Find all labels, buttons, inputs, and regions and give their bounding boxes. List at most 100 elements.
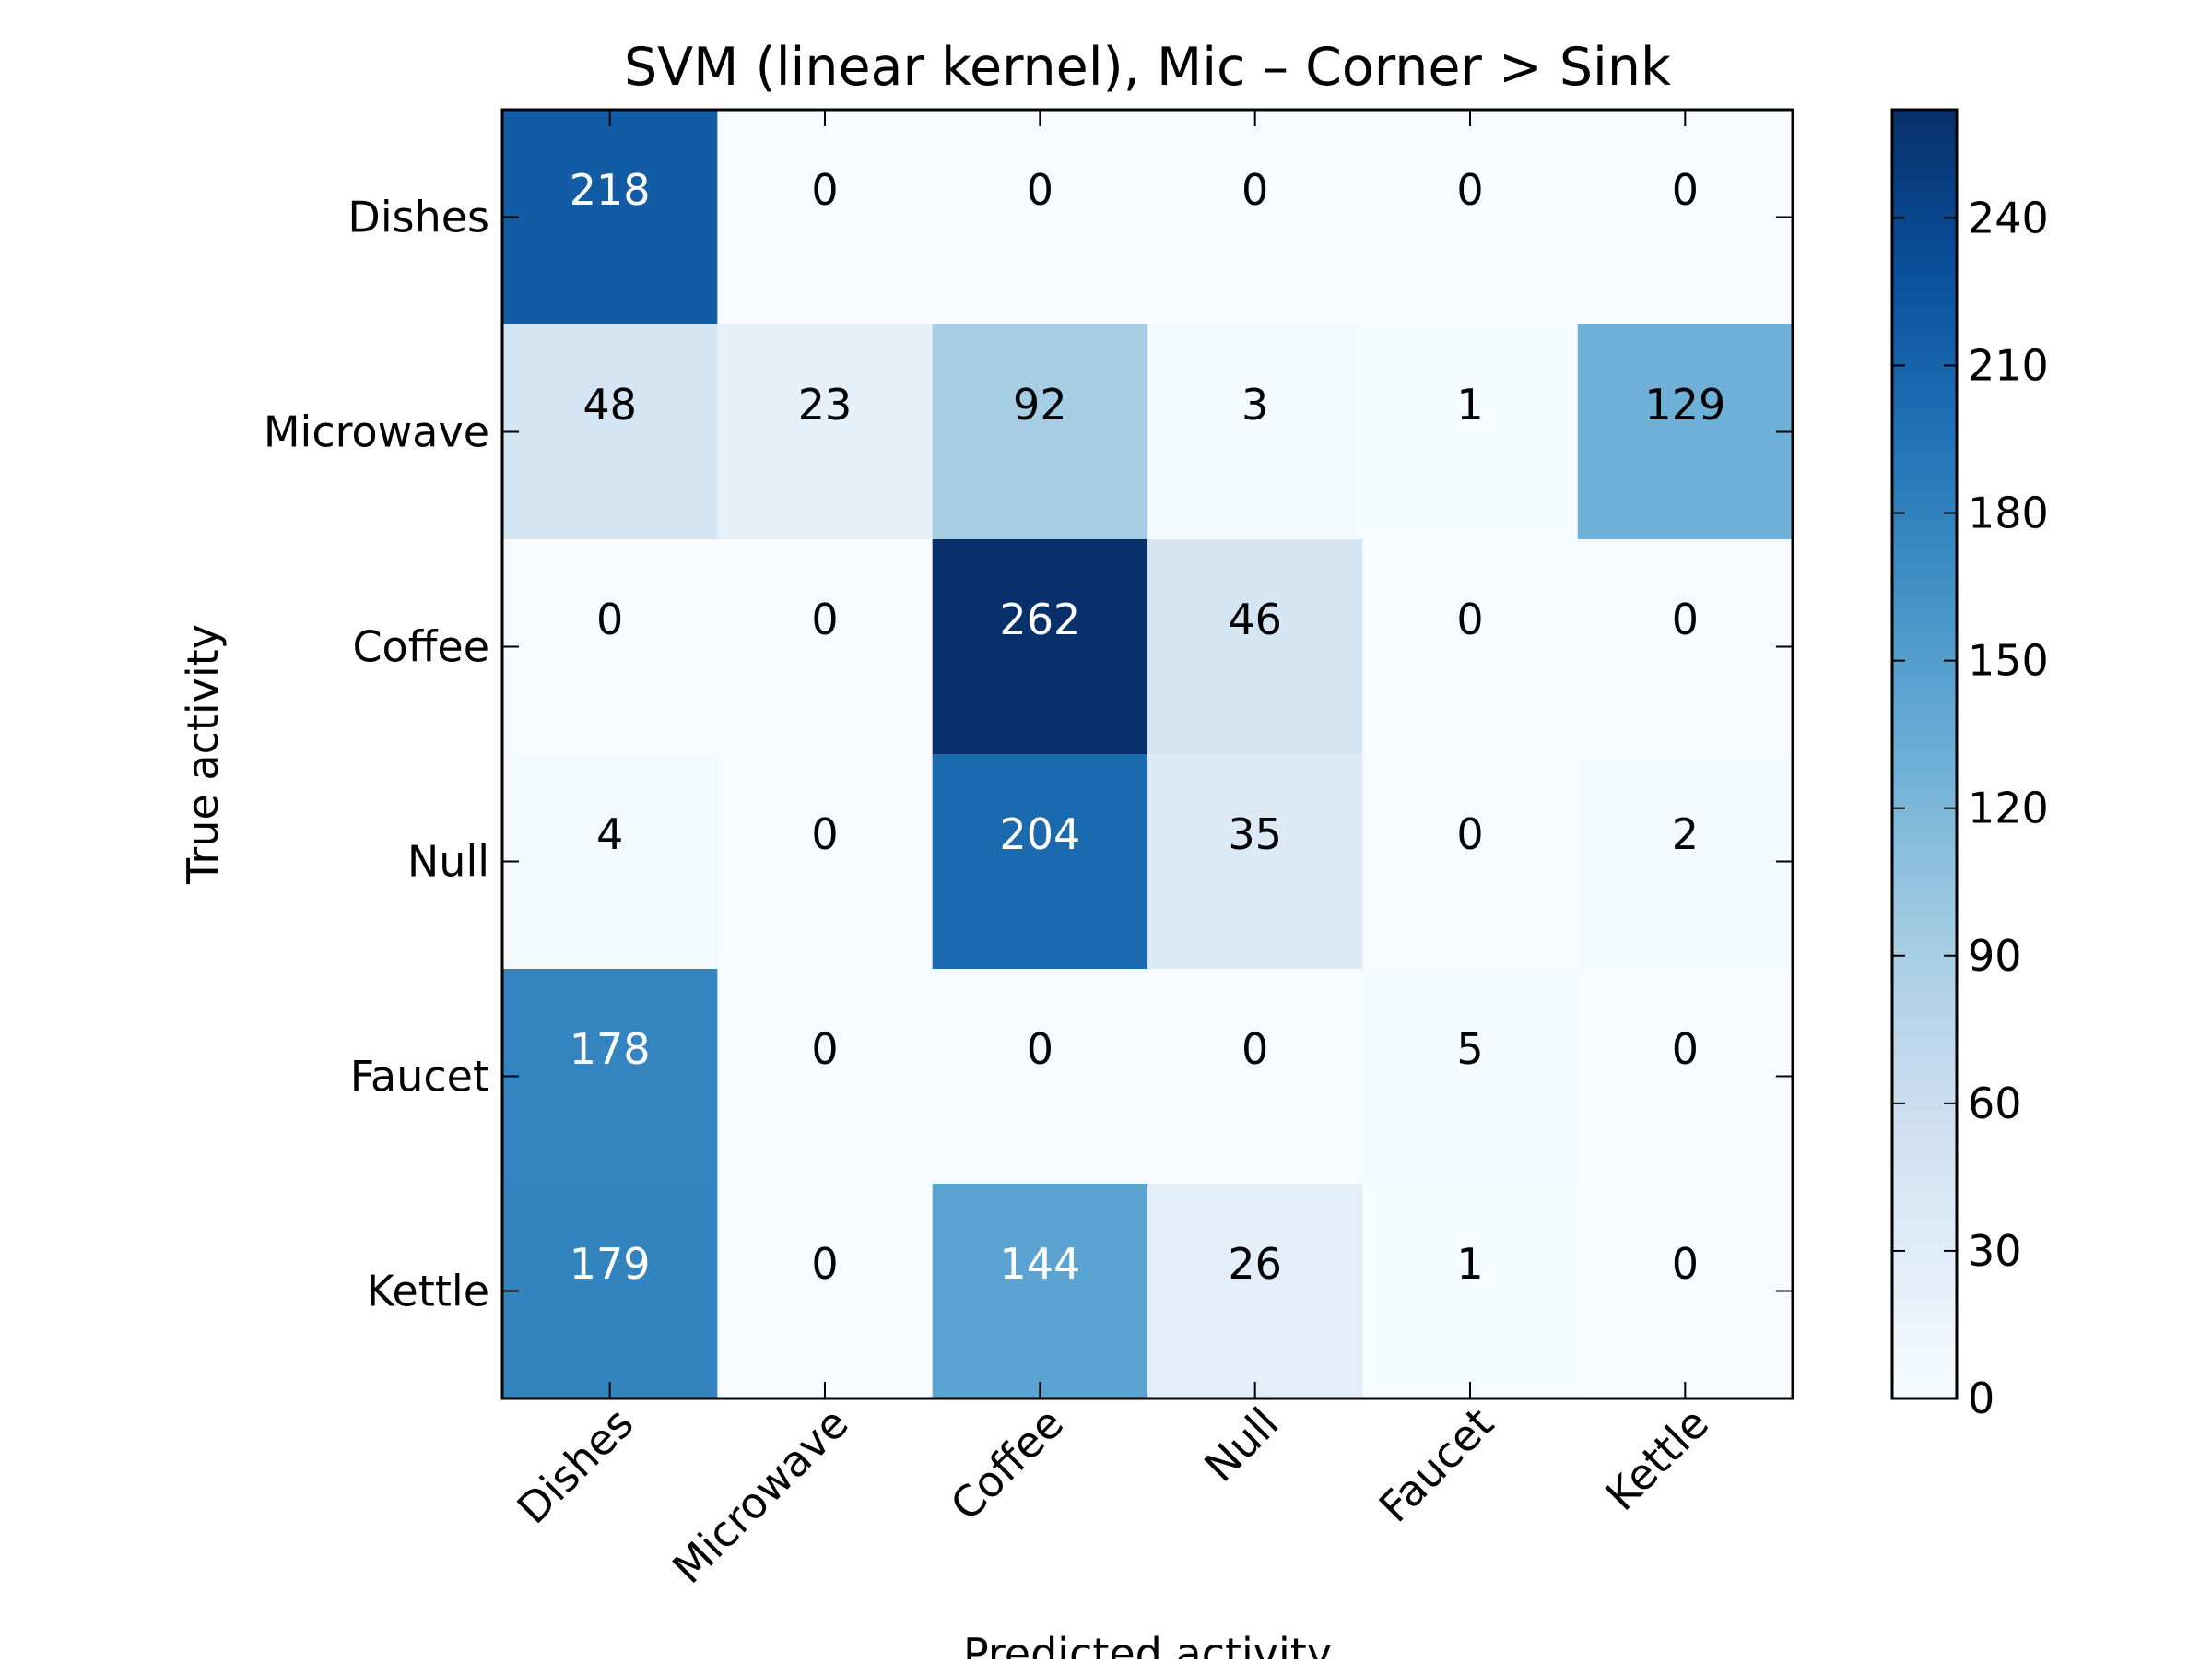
- cell-value-label: 262: [999, 595, 1080, 644]
- cell-value-label: 5: [1456, 1024, 1483, 1074]
- x-tick-label: Faucet: [1370, 1398, 1503, 1532]
- cell-value-label: 1: [1456, 1239, 1483, 1289]
- heatmap-cell: [502, 324, 718, 540]
- heatmap-cell: [1577, 324, 1794, 540]
- heatmap-cell: [717, 1184, 934, 1399]
- x-tick-label: Null: [1194, 1398, 1288, 1492]
- cell-value-label: 26: [1228, 1239, 1282, 1289]
- colorbar-tick-label: 240: [1968, 193, 2049, 242]
- cell-value-label: 129: [1644, 380, 1725, 430]
- heatmap-cell: [502, 969, 718, 1185]
- heatmap-cell: [1362, 969, 1579, 1185]
- heatmap-cell: [717, 969, 934, 1185]
- heatmap-cell: [932, 539, 1148, 755]
- cell-value-label: 0: [1672, 1239, 1699, 1289]
- cell-value-label: 2: [1672, 809, 1699, 859]
- y-tick-label: Dishes: [347, 193, 489, 242]
- y-tick-label: Faucet: [350, 1052, 489, 1102]
- heatmap-cell: [932, 324, 1148, 540]
- y-tick-label: Null: [407, 837, 489, 887]
- y-tick-label: Microwave: [264, 407, 489, 457]
- heatmap-cell: [502, 1184, 718, 1399]
- cell-value-label: 1: [1456, 380, 1483, 430]
- heatmap-cell: [1577, 754, 1794, 970]
- cell-value-label: 3: [1241, 380, 1268, 430]
- cell-value-label: 204: [999, 809, 1080, 859]
- cell-value-label: 0: [1027, 1024, 1053, 1074]
- cell-value-label: 0: [1241, 1024, 1268, 1074]
- cell-value-label: 0: [1456, 595, 1483, 644]
- colorbar-tick-label: 210: [1968, 340, 2049, 390]
- cell-value-label: 46: [1228, 595, 1282, 644]
- cell-value-label: 4: [596, 809, 623, 859]
- cell-value-label: 0: [811, 165, 838, 215]
- heatmap-cell: [717, 324, 934, 540]
- heatmap-cell: [1147, 969, 1363, 1185]
- x-axis-label: Predicted activity: [963, 1629, 1332, 1659]
- colorbar: 0 30 60 90 120 150 180 210 240: [1890, 108, 2049, 1423]
- cell-value-label: 0: [1672, 1024, 1699, 1074]
- heatmap-cell: [932, 110, 1148, 325]
- heatmap-cell: [1362, 754, 1579, 970]
- cell-value-label: 23: [798, 380, 853, 430]
- y-tick-label: Kettle: [367, 1267, 489, 1316]
- cell-value-label: 0: [596, 595, 623, 644]
- heatmap-cell: [502, 110, 718, 325]
- colorbar-tick-label: 90: [1968, 931, 2022, 981]
- cell-value-label: 48: [582, 380, 637, 430]
- y-axis-label: True activity: [178, 624, 228, 885]
- x-tick-label: Coffee: [941, 1398, 1073, 1530]
- heatmap-cell: [1147, 754, 1363, 970]
- heatmap-cell: [502, 539, 718, 755]
- heatmap-cell: [717, 754, 934, 970]
- heatmap-cell: [1362, 539, 1579, 755]
- cell-value-label: 179: [570, 1239, 651, 1289]
- y-axis-ticks: Dishes Microwave Coffee Null Faucet Kettle: [264, 193, 1793, 1316]
- colorbar-tick-label: 0: [1968, 1374, 1994, 1423]
- colorbar-tick-label: 60: [1968, 1079, 2022, 1128]
- heatmap-cell: [1577, 110, 1794, 325]
- colorbar-tick-label: 180: [1968, 489, 2049, 538]
- colorbar-tick-label: 120: [1968, 784, 2049, 833]
- heatmap-cell: [1147, 539, 1363, 755]
- plot-frame: [500, 108, 1794, 1400]
- x-tick-label: Microwave: [663, 1398, 858, 1594]
- colorbar-tick-label: 150: [1968, 636, 2049, 686]
- heatmap-cell-labels: 218 0 0 0 0 0 48 23 92 3 1 129 0 0 262 46 0 0 4 0 204 35 0 2 178…: [570, 165, 1725, 1289]
- heatmap-cell: [932, 754, 1148, 970]
- chart-title: SVM (linear kernel), Mic – Corner > Sink: [624, 37, 1671, 98]
- heatmap-cell: [1147, 324, 1363, 540]
- heatmap-cell: [717, 110, 934, 325]
- heatmap-cell: [1362, 110, 1579, 325]
- cell-value-label: 218: [570, 165, 651, 215]
- heatmap-cell: [1577, 969, 1794, 1185]
- cell-value-label: 0: [1456, 165, 1483, 215]
- cell-value-label: 0: [1456, 809, 1483, 859]
- heatmap-cell: [1147, 1184, 1363, 1399]
- heatmap-cell: [502, 754, 718, 970]
- colorbar-tick-label: 30: [1968, 1226, 2022, 1276]
- cell-value-label: 0: [1027, 165, 1053, 215]
- x-tick-label: Kettle: [1596, 1398, 1718, 1520]
- cell-value-label: 178: [570, 1024, 651, 1074]
- heatmap-cell: [932, 1184, 1148, 1399]
- cell-value-label: 0: [811, 1024, 838, 1074]
- heatmap-cell: [1577, 1184, 1794, 1399]
- heatmap-cell: [932, 969, 1148, 1185]
- y-tick-label: Coffee: [352, 622, 489, 672]
- heatmap-cell: [1577, 539, 1794, 755]
- cell-value-label: 0: [1672, 165, 1699, 215]
- cell-value-label: 0: [1241, 165, 1268, 215]
- colorbar-gradient: [1892, 110, 1957, 1398]
- cell-value-label: 0: [811, 595, 838, 644]
- x-tick-label: Dishes: [508, 1398, 643, 1534]
- cell-value-label: 144: [999, 1239, 1080, 1289]
- heatmap-cell: [717, 539, 934, 755]
- colorbar-frame: [1890, 108, 1959, 1400]
- heatmap-cell: [1362, 324, 1579, 540]
- heatmap-cell: [1147, 110, 1363, 325]
- cell-value-label: 0: [811, 809, 838, 859]
- cell-value-label: 0: [1672, 595, 1699, 644]
- heatmap-cells: [502, 110, 1794, 1399]
